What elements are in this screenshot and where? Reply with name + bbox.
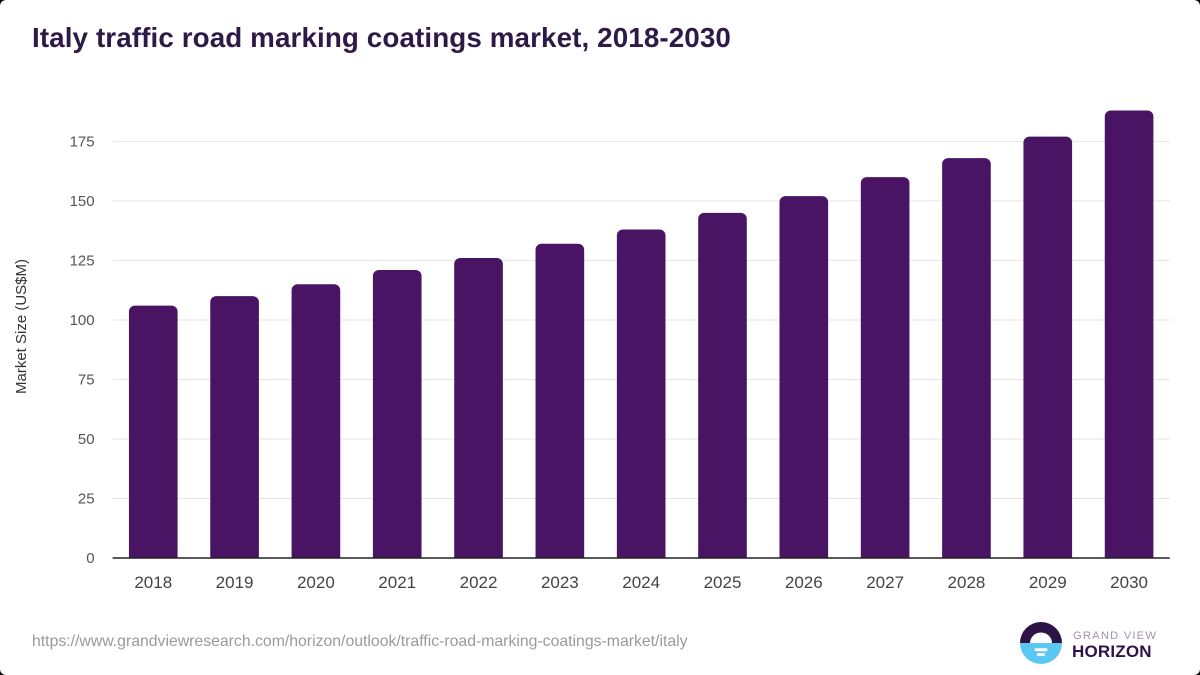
svg-text:125: 125 <box>70 252 95 269</box>
svg-text:Market Size (US$M): Market Size (US$M) <box>13 259 30 394</box>
svg-text:2029: 2029 <box>1029 573 1067 592</box>
svg-text:2026: 2026 <box>785 573 823 592</box>
svg-text:150: 150 <box>70 193 95 210</box>
svg-text:2019: 2019 <box>216 573 254 592</box>
svg-text:100: 100 <box>70 312 95 329</box>
svg-text:75: 75 <box>78 371 95 388</box>
svg-text:25: 25 <box>78 490 95 507</box>
svg-text:2020: 2020 <box>297 573 335 592</box>
svg-text:2025: 2025 <box>704 573 742 592</box>
svg-text:50: 50 <box>78 431 95 448</box>
svg-text:2018: 2018 <box>134 573 172 592</box>
svg-text:0: 0 <box>86 550 94 567</box>
svg-text:2023: 2023 <box>541 573 579 592</box>
svg-text:2024: 2024 <box>622 573 660 592</box>
svg-text:2022: 2022 <box>460 573 498 592</box>
svg-text:2028: 2028 <box>948 573 986 592</box>
svg-text:2030: 2030 <box>1110 573 1148 592</box>
svg-text:175: 175 <box>70 133 95 150</box>
svg-text:HORIZON: HORIZON <box>1072 642 1152 661</box>
svg-text:2027: 2027 <box>866 573 904 592</box>
svg-text:GRAND VIEW: GRAND VIEW <box>1073 630 1157 642</box>
svg-text:2021: 2021 <box>378 573 416 592</box>
